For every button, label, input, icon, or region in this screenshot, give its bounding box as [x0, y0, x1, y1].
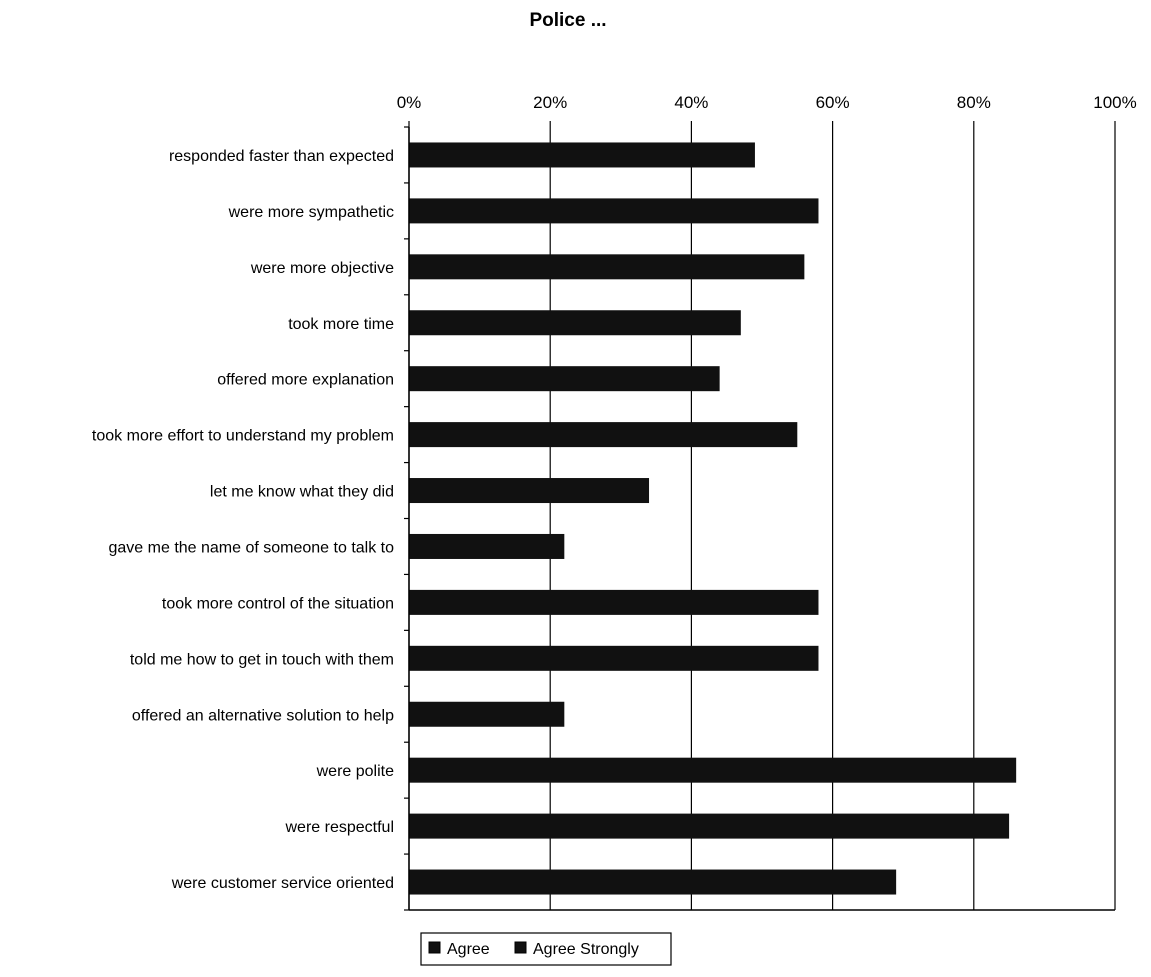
legend-label-agree: Agree [447, 941, 490, 958]
bar-agree [409, 701, 565, 727]
bar-agree [409, 533, 565, 559]
bar-agree [409, 254, 805, 280]
legend-swatch-agree-strongly [514, 941, 527, 954]
x-tick-label: 40% [674, 93, 708, 112]
legend-label-agree-strongly: Agree Strongly [533, 941, 639, 958]
legend-box [420, 932, 672, 966]
x-tick-label: 20% [533, 93, 567, 112]
category-label: were polite [316, 763, 394, 780]
axes [404, 126, 1115, 911]
category-label: took more control of the situation [162, 595, 394, 612]
x-tick-label: 0% [397, 93, 422, 112]
category-label: offered an alternative solution to help [132, 707, 394, 724]
category-label: were customer service oriented [171, 875, 394, 892]
category-label: gave me the name of someone to talk to [109, 539, 395, 556]
bar-agree [409, 869, 897, 895]
category-label: were more objective [250, 260, 394, 277]
category-label: responded faster than expected [169, 148, 394, 165]
bar-agree [409, 813, 1010, 839]
chart-title: Police ... [529, 10, 606, 31]
x-tick-label: 100% [1093, 93, 1136, 112]
grid-lines [408, 121, 1116, 910]
category-label: were respectful [285, 819, 395, 836]
category-label: let me know what they did [210, 484, 394, 501]
category-label: took more effort to understand my proble… [92, 428, 394, 445]
bar-agree [409, 198, 819, 224]
bar-agree [409, 310, 741, 336]
bar-agree [409, 645, 819, 671]
x-tick-label: 80% [957, 93, 991, 112]
bar-agree [409, 366, 720, 392]
category-label: told me how to get in touch with them [130, 651, 394, 668]
bar-agree [409, 589, 819, 615]
bar-agree [409, 142, 755, 168]
category-labels: responded faster than expected were more … [92, 148, 394, 892]
bar-agree [409, 757, 1017, 783]
category-label: were more sympathetic [228, 204, 394, 221]
bar-agree [409, 478, 650, 504]
bar-agree [409, 422, 798, 448]
x-tick-label: 60% [816, 93, 850, 112]
category-label: took more time [288, 316, 394, 333]
bars [409, 142, 1017, 895]
legend: Agree Agree Strongly [420, 932, 672, 966]
x-tick-labels: 0% 20% 40% 60% 80% 100% [397, 93, 1137, 112]
legend-swatch-agree [428, 941, 441, 954]
category-label: offered more explanation [217, 372, 394, 389]
